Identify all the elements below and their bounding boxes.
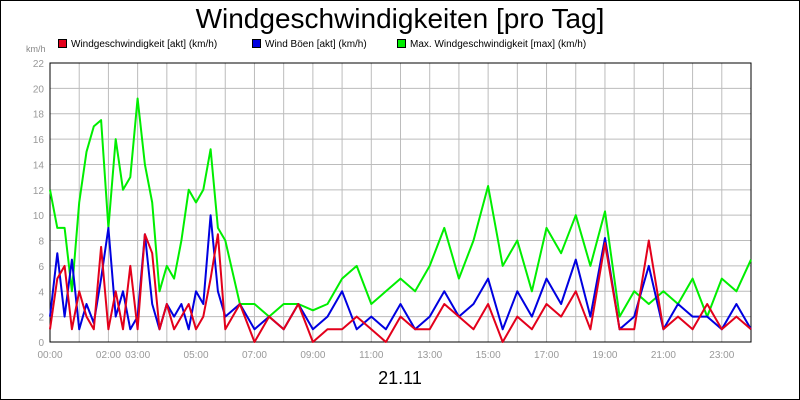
legend-item-wind: Windgeschwindigkeit [akt] (km/h) xyxy=(58,39,217,50)
series-line-gust xyxy=(49,214,752,331)
series-line-wind xyxy=(49,233,752,343)
legend-label-max: Max. Windgeschwindigkeit [max] (km/h) xyxy=(410,39,587,50)
date-label: 21.11 xyxy=(378,368,422,388)
x-tick-label: 09:00 xyxy=(300,350,325,361)
x-tick-label: 15:00 xyxy=(476,350,501,361)
x-tick-label: 00:00 xyxy=(37,350,62,361)
legend-swatch-green xyxy=(397,39,406,48)
y-tick-label: 18 xyxy=(33,110,45,121)
x-tick-label: 07:00 xyxy=(242,350,267,361)
legend-item-max: Max. Windgeschwindigkeit [max] (km/h) xyxy=(397,39,586,50)
x-tick-label: 23:00 xyxy=(709,350,734,361)
y-tick-label: 8 xyxy=(38,237,44,248)
y-tick-label: 20 xyxy=(33,84,45,95)
y-axis-unit-label: km/h xyxy=(26,44,46,54)
x-tick-label: 17:00 xyxy=(534,350,559,361)
x-tick-label: 02:00 xyxy=(96,350,121,361)
y-tick-label: 6 xyxy=(38,262,44,273)
y-tick-label: 0 xyxy=(38,338,44,349)
legend-item-gust: Wind Böen [akt] (km/h) xyxy=(252,39,367,50)
y-tick-label: 4 xyxy=(38,287,44,298)
chart-title: Windgeschwindigkeiten [pro Tag] xyxy=(195,3,605,34)
legend-swatch-blue xyxy=(252,39,261,48)
y-tick-label: 16 xyxy=(33,135,45,146)
legend-label-wind: Windgeschwindigkeit [akt] (km/h) xyxy=(71,39,218,50)
y-tick-label: 2 xyxy=(38,313,44,324)
legend-label-gust: Wind Böen [akt] (km/h) xyxy=(265,39,367,50)
x-tick-label: 05:00 xyxy=(184,350,209,361)
y-tick-label: 22 xyxy=(33,59,45,70)
x-tick-label: 03:00 xyxy=(125,350,150,361)
x-tick-label: 21:00 xyxy=(651,350,676,361)
series-line-max xyxy=(49,97,752,318)
x-tick-label: 11:00 xyxy=(359,350,384,361)
plot-border xyxy=(49,62,752,343)
y-tick-label: 14 xyxy=(33,160,45,171)
legend-swatch-red xyxy=(58,39,67,48)
y-tick-label: 10 xyxy=(33,211,45,222)
x-tick-label: 13:00 xyxy=(417,350,442,361)
x-tick-label: 19:00 xyxy=(592,350,617,361)
y-tick-label: 12 xyxy=(33,186,45,197)
